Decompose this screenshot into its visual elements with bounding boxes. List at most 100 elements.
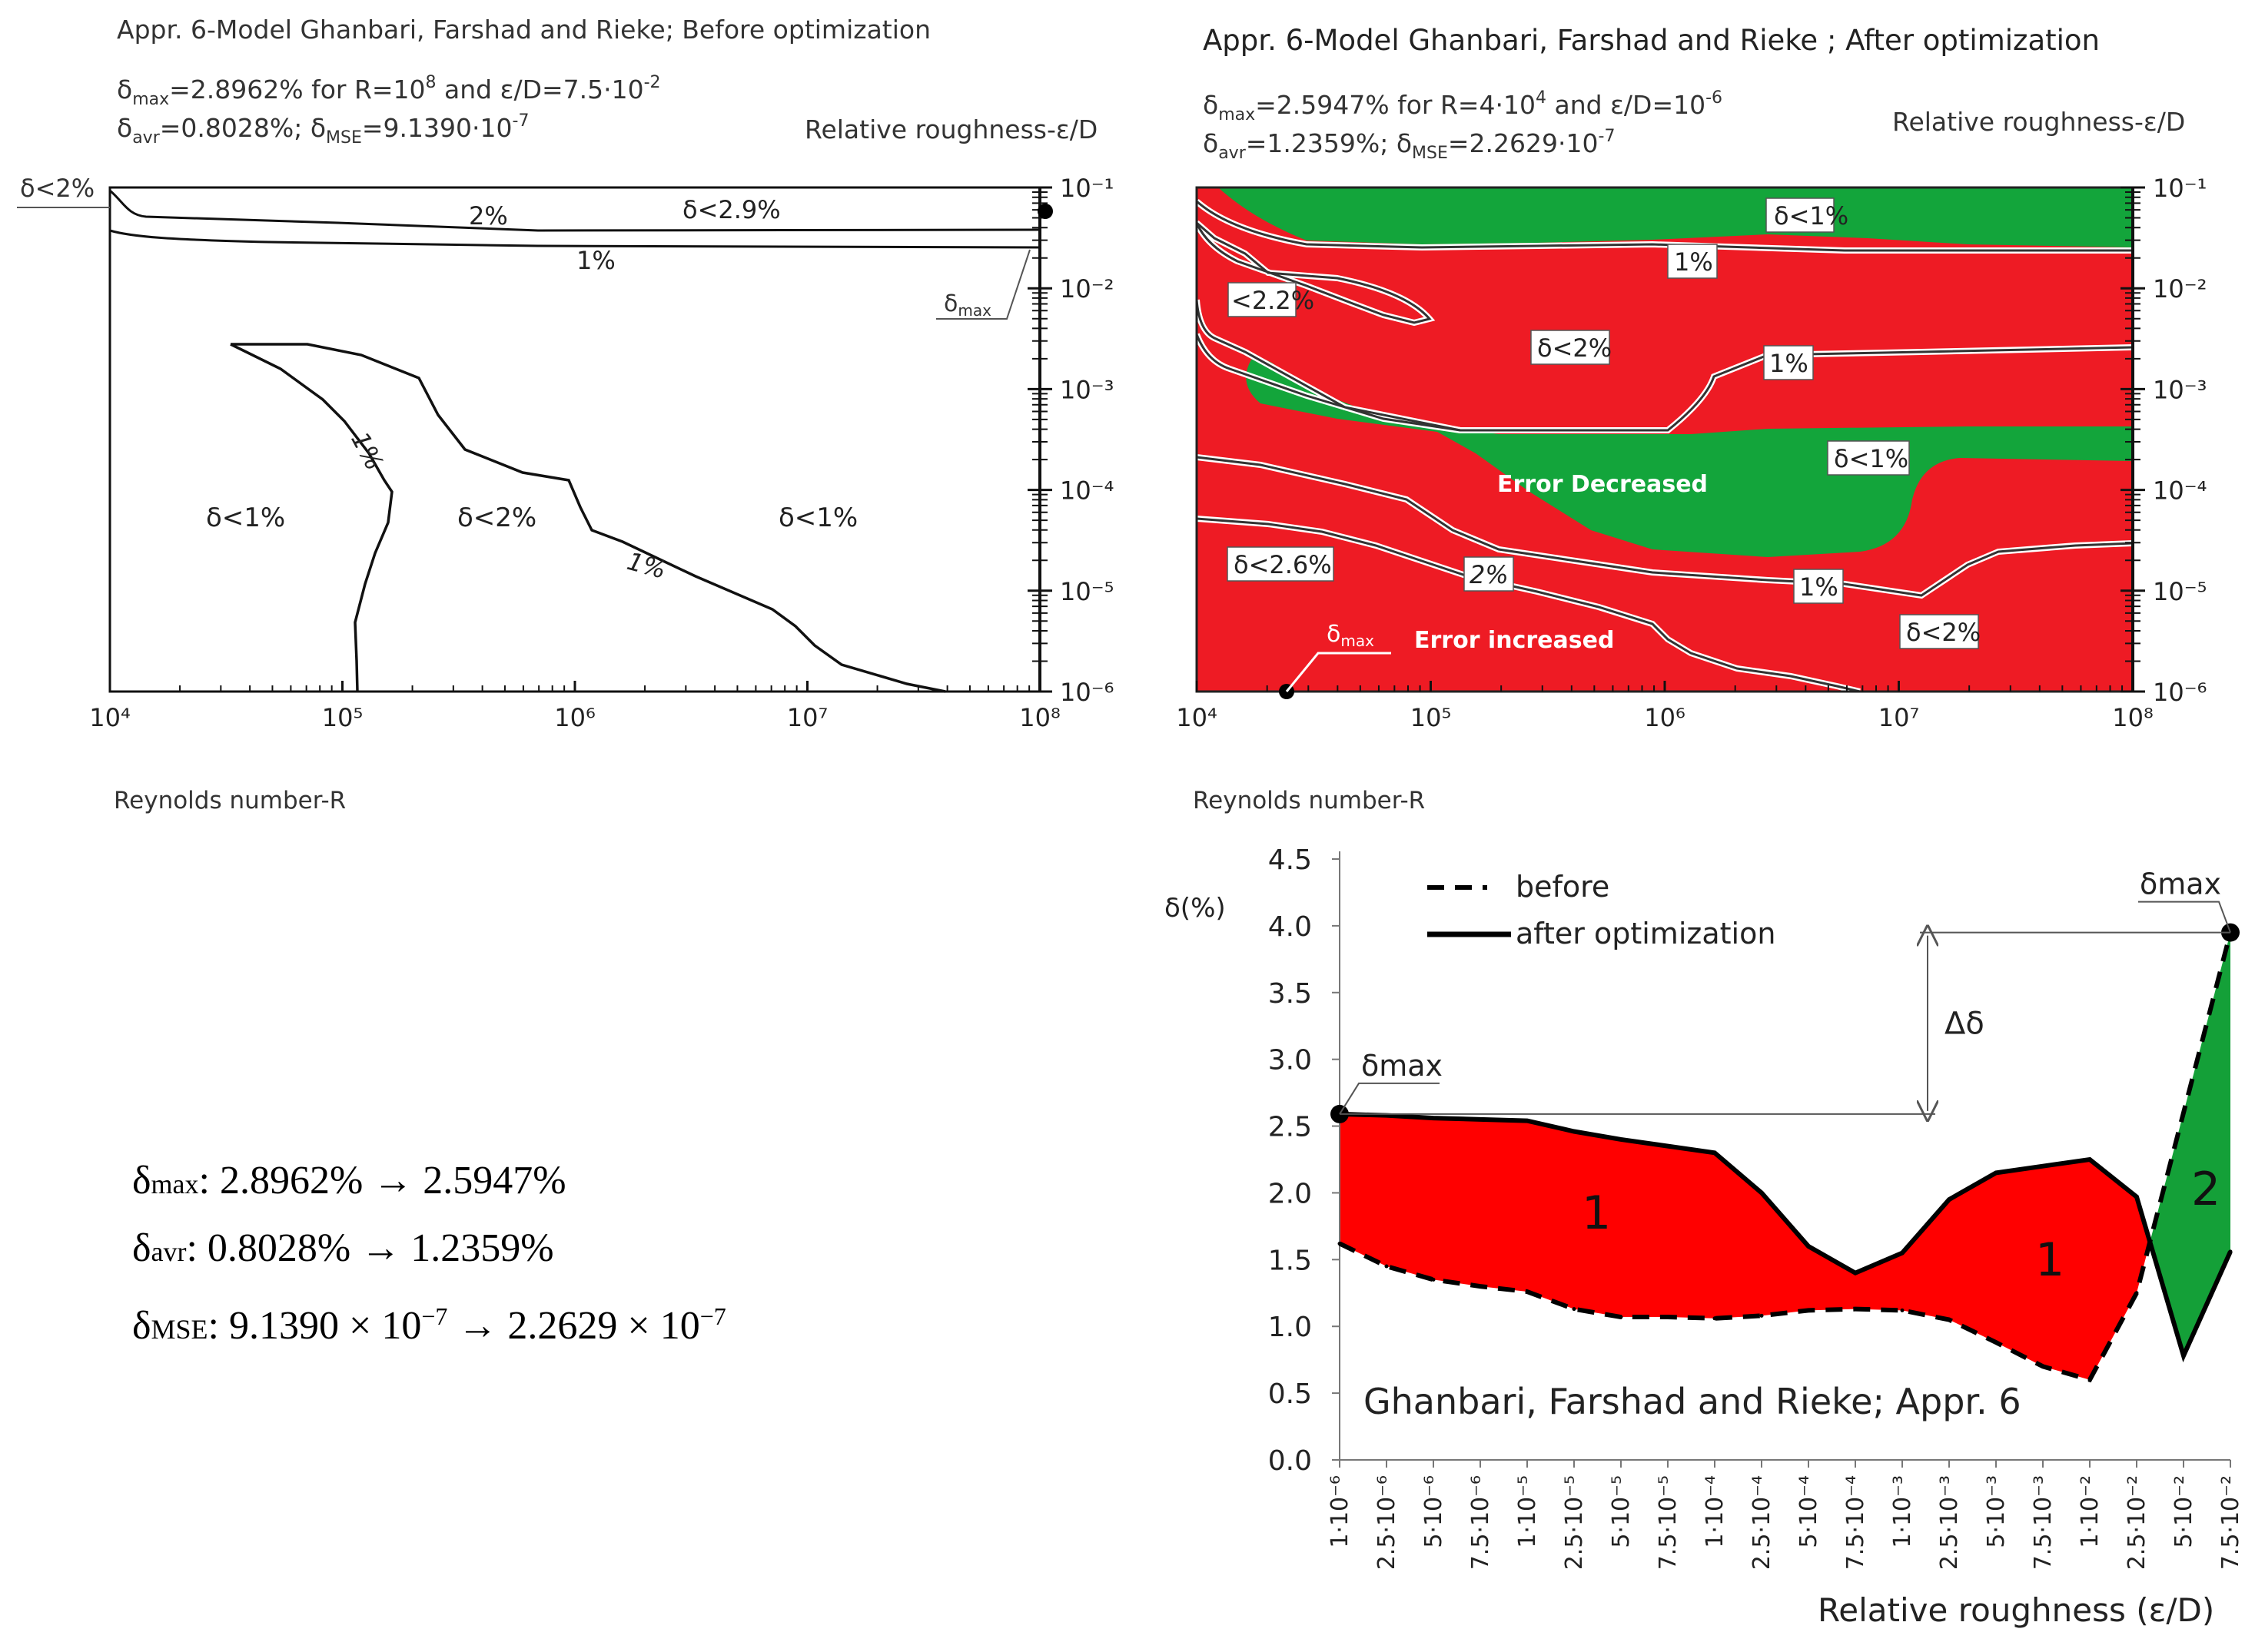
chart-point — [1572, 1130, 1576, 1134]
stats-max-label: δ — [132, 1159, 151, 1203]
panel-a-region-label: 1% — [624, 546, 669, 585]
panel-a-x-tick-label: 10⁴ — [89, 703, 131, 732]
panel-a-delta-max-leader — [936, 249, 1031, 320]
chart-point — [1806, 1308, 1811, 1312]
chart-region-label: 1 — [1582, 1186, 1611, 1240]
panel-a-region-label: δ<1% — [779, 503, 858, 533]
chart-delta-max-right-leader — [2138, 901, 2231, 933]
chart-point — [1947, 1318, 1951, 1322]
stats-avr-sub: avr — [151, 1236, 187, 1267]
chart-x-tick-label: 5·10⁻⁴ — [1795, 1475, 1822, 1548]
chart-point — [1806, 1244, 1811, 1249]
panel-a-x-tick-label: 10⁶ — [554, 703, 596, 732]
stats-mse-label: δ — [132, 1304, 151, 1348]
panel-b-error-decrease-top — [1218, 187, 2133, 247]
chart-x-tick-label: 2.5·10⁻⁴ — [1749, 1475, 1775, 1570]
chart-y-tick-label: 2.5 — [1268, 1112, 1312, 1143]
panel-a-y-axis-title: Relative roughness-ε/D — [805, 114, 1098, 144]
panel-a-delta-max: δmax=2.8962% for R=108 and ε/D=7.5·10-2 — [117, 73, 661, 109]
chart-region-label: 1 — [2035, 1233, 2064, 1287]
chart-x-tick-label: 2.5·10⁻⁶ — [1373, 1475, 1400, 1570]
chart-annotations: δmax δmax Δδ 1 1 2 — [1330, 867, 2240, 1287]
stats-mse: δMSE: 9.1390 × 10−7 → 2.2629 × 10−7 — [132, 1284, 726, 1362]
panel-a-y-tick-label: 10⁻² — [1060, 274, 1114, 304]
chart-point — [1384, 1264, 1389, 1269]
chart-point — [2134, 1291, 2139, 1295]
chart-point — [1759, 1190, 1764, 1195]
chart-axes: 0.0 0.5 1.0 1.5 2.0 2.5 3.0 3.5 4.0 4.5 1·10⁻⁶ 2.5·… — [1268, 844, 2244, 1570]
stats-mse-mid: → 2.2629 × 10 — [447, 1304, 700, 1348]
panel-b-x-tick-label: 10⁵ — [1410, 703, 1452, 732]
stats-avr-text: : 0.8028% → 1.2359% — [186, 1226, 554, 1270]
chart-point — [1478, 1284, 1483, 1289]
legend-after-label: after optimization — [1516, 917, 1775, 950]
panel-b-y-axis-title: Relative roughness-ε/D — [1892, 107, 2185, 137]
chart-x-tick-label: 1·10⁻⁶ — [1327, 1475, 1353, 1548]
chart-increase-area — [1340, 1113, 2150, 1380]
panel-b-label-group: δ<1% 1% <2.2% δ<2% 1% δ<1% Error Decreas… — [1227, 197, 1981, 654]
legend-before-label: before — [1516, 870, 1609, 904]
chart-point — [1853, 1271, 1858, 1275]
chart-x-tick-label: 5·10⁻³ — [1983, 1475, 2010, 1548]
chart-x-tick-label: 5·10⁻⁶ — [1420, 1475, 1447, 1548]
chart-point — [1994, 1340, 1998, 1345]
panel-a-delta-avr: δavr=0.8028%; δMSE=9.1390·10-7 — [117, 111, 529, 148]
panel-a-x-tick-label: 10⁷ — [787, 703, 829, 732]
chart-fills — [1340, 932, 2230, 1380]
chart-y-tick-label: 0.5 — [1268, 1378, 1312, 1410]
chart-point — [1619, 1315, 1623, 1319]
chart-x-tick-label: 7.5·10⁻² — [2217, 1475, 2244, 1570]
panel-b: Appr. 6-Model Ghanbari, Farshad and Riek… — [1176, 24, 2207, 814]
panel-b-region-label: δ<1% — [1774, 201, 1848, 231]
panel-a-delta-max-label: δmax — [944, 290, 991, 320]
panel-b-y-tick-label: 10⁻¹ — [2153, 174, 2207, 203]
panel-a-title: Appr. 6-Model Ghanbari, Farshad and Riek… — [117, 15, 931, 45]
panel-b-region-label: δ<2% — [1906, 618, 1981, 647]
chart-point — [1947, 1197, 1951, 1202]
chart-x-tick-label: 1·10⁻⁵ — [1514, 1475, 1541, 1548]
panel-b-region-label: 1% — [1674, 247, 1713, 277]
panel-a-region-label: δ<2% — [20, 174, 95, 203]
chart-series-after — [1339, 1111, 2233, 1363]
chart-x-tick-label: 2.5·10⁻² — [2124, 1475, 2150, 1570]
panel-a-region-label: δ<2% — [457, 503, 536, 533]
chart-x-tick-label: 5·10⁻⁵ — [1608, 1475, 1635, 1548]
chart-point — [2228, 1249, 2233, 1254]
panel-b-region-label: 2% — [1470, 560, 1509, 589]
panel-b-delta-max: δmax=2.5947% for R=4·104 and ε/D=10-6 — [1203, 88, 1722, 124]
panel-b-y-tick-label: 10⁻² — [2153, 274, 2207, 304]
panel-a-region-label: δ<2.9% — [682, 195, 781, 224]
chart-x-axis-title: Relative roughness (ε/D) — [1818, 1591, 2214, 1629]
stats-mse-exp: −7 — [421, 1302, 448, 1330]
panel-a-region-label: 1% — [345, 427, 389, 476]
chart-y-tick-label: 2.0 — [1268, 1178, 1312, 1209]
panel-a-region-label: δ<1% — [206, 503, 285, 533]
chart-series-before — [1338, 931, 2233, 1383]
stats-panel: δmax: 2.8962% → 2.5947% δavr: 0.8028% → … — [132, 1149, 726, 1362]
panel-a-plot-frame — [108, 186, 1041, 693]
panel-b-x-tick-label: 10⁶ — [1644, 703, 1685, 732]
chart-point — [2134, 1195, 2139, 1199]
panel-b-y-tick-label: 10⁻⁵ — [2153, 577, 2207, 606]
stats-max-text: : 2.8962% → 2.5947% — [198, 1159, 566, 1203]
panel-b-region-label: δ<2.6% — [1234, 550, 1332, 579]
chart-point — [1619, 1137, 1623, 1142]
panel-a-contour-1pct-bottom — [231, 343, 946, 693]
panel-b-delta-avr: δavr=1.2359%; δMSE=2.2629·10-7 — [1203, 127, 1615, 163]
chart-delta-max-left-leader — [1339, 1082, 1440, 1115]
chart-y-tick-label: 3.0 — [1268, 1045, 1312, 1076]
chart-point — [1525, 1119, 1529, 1123]
chart-point — [1759, 1313, 1764, 1318]
chart-point — [2087, 1378, 2092, 1382]
chart-point — [1900, 1251, 1905, 1256]
panel-a-contour-2pct — [109, 189, 1041, 232]
chart-lines — [1337, 930, 2233, 1383]
panel-b-delta-max-label: δmax — [1327, 621, 1374, 650]
chart-x-tick-label: 7.5·10⁻³ — [2030, 1475, 2057, 1570]
chart-y-tick-label: 4.0 — [1268, 911, 1312, 943]
panel-b-region-label: 1% — [1799, 572, 1838, 602]
chart-y-tick-label: 0.0 — [1268, 1445, 1312, 1477]
panel-b-x-axis-title: Reynolds number-R — [1193, 787, 1425, 814]
chart-decrease-area — [2150, 932, 2230, 1356]
